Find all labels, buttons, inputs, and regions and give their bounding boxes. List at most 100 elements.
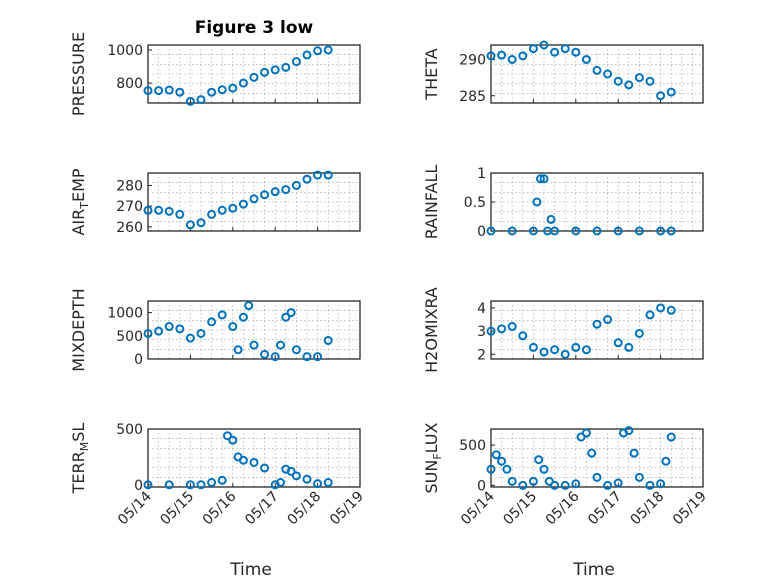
data-point	[497, 50, 507, 60]
data-point	[323, 170, 333, 180]
data-point	[238, 199, 248, 209]
data-point	[539, 40, 549, 50]
x-tick-label: 05/16	[543, 488, 583, 528]
data-point	[291, 57, 301, 67]
y-axis-label: AIRTEMP	[69, 168, 91, 235]
data-point	[196, 95, 206, 105]
y-tick-label: 285	[459, 89, 486, 105]
y-tick-label: 3	[477, 324, 486, 340]
data-point	[196, 218, 206, 228]
subplot-theta: 285 290 THETA	[422, 40, 704, 105]
y-tick-label: 0	[134, 478, 143, 494]
figure-title: Figure 3 low	[195, 18, 314, 38]
data-point	[656, 303, 666, 313]
data-point	[550, 47, 560, 57]
data-point	[281, 185, 291, 195]
data-point	[164, 206, 174, 216]
data-point	[313, 46, 323, 56]
data-point	[276, 478, 285, 488]
data-point	[228, 322, 238, 332]
data-point	[645, 310, 655, 320]
data-point	[143, 480, 153, 490]
data-point	[666, 305, 676, 315]
data-point	[666, 226, 676, 236]
data-point	[185, 96, 195, 106]
data-point	[164, 85, 174, 95]
data-point	[143, 328, 153, 338]
data-point	[238, 312, 248, 322]
data-point	[592, 319, 602, 329]
y-tick-label: 500	[459, 438, 486, 454]
data-point	[518, 331, 528, 341]
y-axis-label: RAINFALL	[422, 165, 441, 240]
y-tick-label: 0.5	[464, 195, 486, 211]
data-point	[613, 478, 623, 488]
data-point	[539, 464, 549, 474]
data-point	[645, 76, 655, 86]
data-point	[666, 432, 676, 442]
data-point	[592, 65, 602, 75]
data-point	[518, 480, 528, 490]
data-point	[143, 86, 153, 96]
data-point	[249, 457, 259, 467]
y-tick-label: 500	[116, 329, 143, 345]
subplot-sun-flux: 0 500 05/14 05/15 05/16 05/17 05/18 05/19 SUNFLU…	[422, 422, 710, 528]
data-point	[291, 180, 301, 190]
x-tick-label: 05/19	[327, 489, 367, 529]
data-point	[550, 345, 560, 355]
data-point	[281, 312, 291, 322]
x-tick-label: 05/14	[458, 488, 498, 528]
data-point	[302, 50, 312, 60]
data-point	[603, 69, 613, 79]
data-point	[528, 44, 538, 54]
data-point	[518, 51, 528, 61]
data-point	[539, 347, 549, 357]
data-point	[571, 342, 581, 352]
data-point	[143, 205, 153, 215]
data-point	[291, 345, 301, 355]
data-point	[313, 479, 323, 489]
data-point	[507, 322, 517, 332]
data-point	[613, 226, 623, 236]
data-point	[560, 480, 570, 490]
data-point	[249, 72, 259, 82]
y-tick-label: 1	[477, 166, 486, 182]
x-tick-label: 05/17	[585, 489, 625, 529]
data-point	[185, 480, 195, 490]
data-point	[175, 87, 185, 97]
data-point	[502, 464, 512, 474]
y-axis-label: SUNFLUX	[422, 422, 444, 493]
data-point	[550, 480, 560, 490]
data-point	[270, 187, 280, 197]
y-tick-label: 1000	[107, 43, 143, 59]
data-point	[507, 226, 517, 236]
data-point	[228, 435, 238, 445]
data-point	[629, 448, 639, 458]
data-point	[603, 315, 613, 325]
data-point	[624, 80, 634, 90]
data-point	[560, 44, 570, 54]
data-point	[550, 226, 560, 236]
y-tick-label: 0	[477, 224, 486, 240]
data-point	[534, 455, 544, 465]
data-point	[260, 67, 270, 77]
data-point	[302, 474, 312, 484]
data-point	[217, 310, 227, 320]
y-tick-label: 800	[116, 76, 143, 92]
data-point	[497, 456, 507, 466]
y-tick-label: 500	[116, 422, 143, 438]
data-point	[260, 463, 270, 473]
data-point	[207, 478, 217, 488]
y-tick-label: 2	[477, 347, 486, 363]
data-point	[249, 194, 259, 204]
data-point	[624, 342, 634, 352]
data-point	[539, 174, 549, 184]
y-axis-label: THETA	[422, 48, 441, 100]
data-point	[532, 197, 542, 207]
data-point	[592, 226, 602, 236]
data-point	[286, 466, 296, 476]
data-point	[291, 471, 301, 481]
data-point	[175, 324, 185, 334]
data-point	[233, 345, 243, 355]
